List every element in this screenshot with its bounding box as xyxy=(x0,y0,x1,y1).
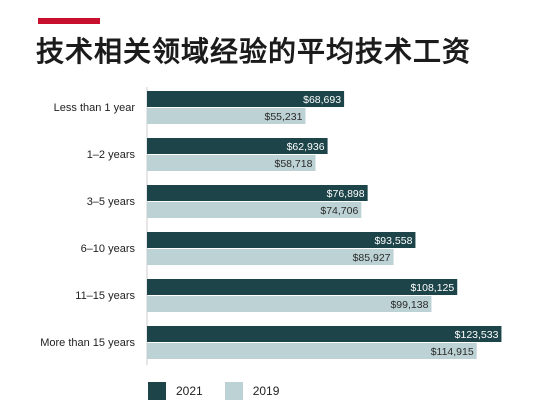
bar-chart: Less than 1 year $68,693$55,231 1–2 years $… xyxy=(40,87,502,365)
bar-2019 xyxy=(147,249,394,265)
legend: 2021 2019 xyxy=(148,382,301,400)
bar-2021 xyxy=(147,279,458,295)
category-label: Less than 1 year xyxy=(54,102,136,114)
value-label-2021: $123,533 xyxy=(455,329,499,341)
legend-swatch-2021 xyxy=(148,382,166,400)
legend-item-2019: 2019 xyxy=(224,382,280,400)
bar-2019 xyxy=(147,108,306,124)
legend-item-2021: 2021 xyxy=(148,382,203,400)
bar-2021 xyxy=(147,185,368,201)
value-label-2021: $68,693 xyxy=(303,94,341,106)
value-label-2019: $58,718 xyxy=(275,158,313,170)
bar-2021 xyxy=(147,91,345,107)
bar-2021 xyxy=(147,138,328,154)
legend-label-2021: 2021 xyxy=(176,384,203,398)
bar-2019 xyxy=(147,155,316,171)
value-label-2019: $114,915 xyxy=(431,346,474,358)
category-label: 1–2 years xyxy=(87,149,136,161)
bar-2019 xyxy=(147,296,432,312)
value-label-2021: $62,936 xyxy=(287,141,325,153)
title-accent-bar xyxy=(38,18,100,24)
bar-2019 xyxy=(147,202,362,218)
legend-label-2019: 2019 xyxy=(252,384,280,398)
bar-2019 xyxy=(147,343,477,359)
bar-2021 xyxy=(147,232,416,248)
legend-swatch-2019 xyxy=(224,382,243,400)
chart-title: 技术相关领域经验的平均技术工资 xyxy=(36,35,472,68)
value-label-2019: $74,706 xyxy=(320,205,358,217)
value-label-2021: $93,558 xyxy=(374,235,412,247)
category-label: 11–15 years xyxy=(75,290,135,302)
category-label: 3–5 years xyxy=(87,196,136,208)
bar-2021 xyxy=(147,326,502,342)
value-label-2019: $55,231 xyxy=(265,111,303,123)
value-label-2021: $108,125 xyxy=(410,282,454,294)
value-label-2021: $76,898 xyxy=(327,188,365,200)
value-label-2019: $85,927 xyxy=(353,252,391,264)
value-label-2019: $99,138 xyxy=(390,299,428,311)
category-label: More than 15 years xyxy=(40,337,135,349)
category-label: 6–10 years xyxy=(81,243,136,255)
